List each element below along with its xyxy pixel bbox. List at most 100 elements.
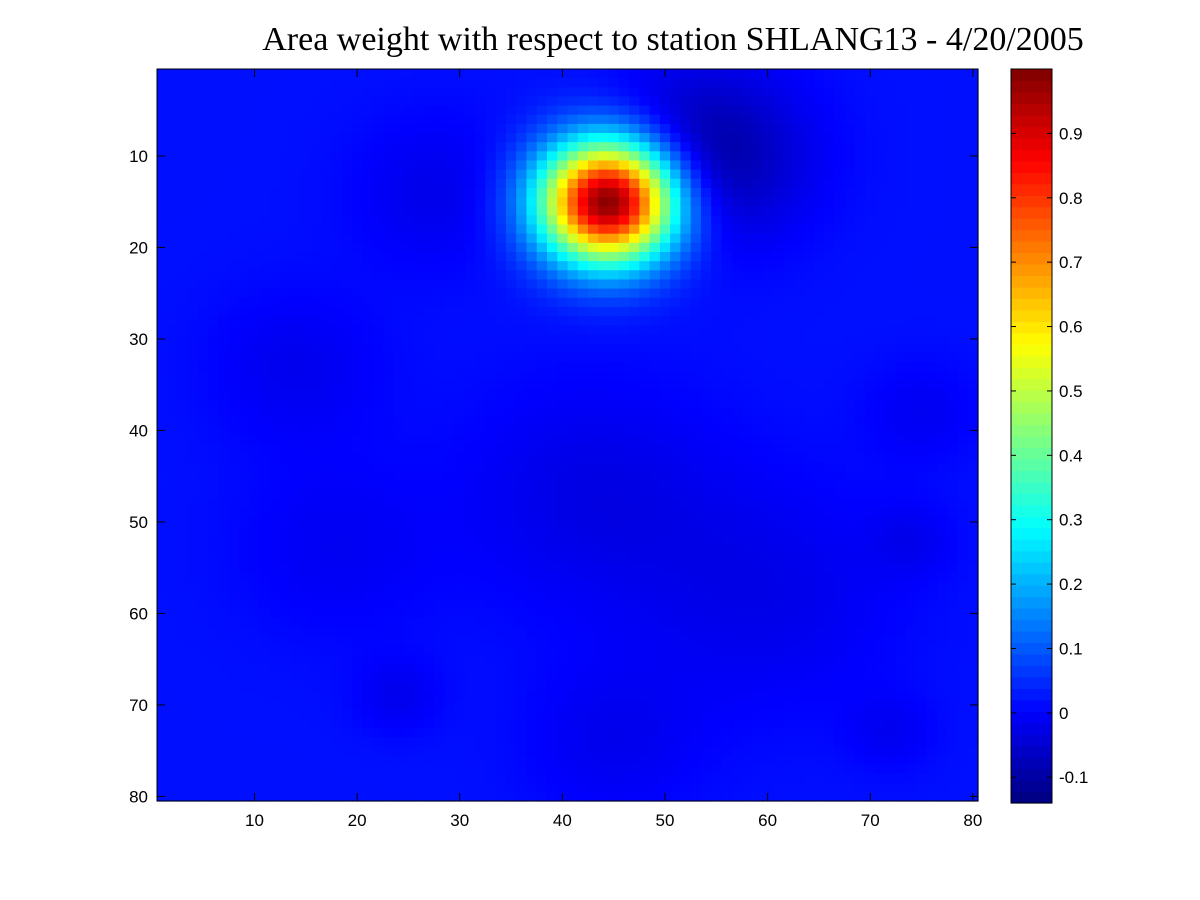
heatmap-cell [885, 361, 897, 372]
heatmap-cell [926, 380, 938, 390]
heatmap-cell [331, 370, 343, 381]
heatmap-cell [187, 398, 199, 409]
heatmap-cell [680, 343, 692, 354]
heatmap-cell [239, 389, 250, 399]
heatmap-cell [403, 489, 415, 500]
heatmap-cell [721, 444, 733, 454]
heatmap-cell [259, 508, 271, 518]
heatmap-cell [875, 389, 887, 399]
heatmap-cell [362, 398, 374, 409]
heatmap-cell [485, 297, 497, 308]
heatmap-cell [228, 316, 240, 326]
heatmap-cell [157, 471, 168, 482]
heatmap-cell [598, 608, 610, 619]
heatmap-cell [187, 361, 199, 372]
heatmap-cell [557, 590, 569, 601]
heatmap-cell [752, 380, 764, 390]
heatmap-cell [967, 526, 979, 537]
heatmap-cell [198, 590, 209, 601]
heatmap-cell [588, 489, 599, 500]
heatmap-cell [177, 261, 189, 271]
heatmap-cell [300, 453, 312, 464]
heatmap-cell [916, 489, 928, 500]
heatmap-cell [505, 508, 517, 518]
heatmap-cell [259, 105, 271, 116]
heatmap-cell [885, 288, 897, 299]
heatmap-cell [454, 87, 466, 98]
heatmap-cell [649, 178, 661, 189]
heatmap-cell [680, 471, 692, 482]
heatmap-cell [198, 407, 209, 418]
heatmap-cell [321, 572, 333, 582]
heatmap-cell [444, 544, 456, 555]
heatmap-cell [239, 563, 250, 573]
heatmap-cell [177, 343, 189, 354]
heatmap-cell [228, 499, 240, 509]
heatmap-cell [331, 142, 343, 152]
heatmap-cell [803, 416, 815, 427]
heatmap-cell [290, 343, 302, 354]
heatmap-cell [803, 572, 815, 582]
heatmap-cell [157, 87, 168, 98]
heatmap-cell [495, 526, 507, 537]
heatmap-cell [351, 233, 363, 244]
heatmap-cell [259, 416, 271, 427]
heatmap-cell [351, 627, 363, 637]
heatmap-cell [721, 343, 733, 354]
heatmap-cell [546, 508, 558, 518]
heatmap-cell [372, 334, 384, 345]
heatmap-cell [208, 608, 220, 619]
heatmap-cell [228, 627, 240, 637]
heatmap-cell [803, 279, 815, 290]
heatmap-cell [854, 535, 866, 546]
heatmap-cell [639, 169, 651, 180]
heatmap-cell [957, 544, 969, 555]
heatmap-cell [690, 544, 702, 555]
heatmap-cell [321, 133, 333, 143]
heatmap-cell [629, 590, 640, 601]
heatmap-cell [249, 416, 261, 427]
heatmap-cell [957, 553, 969, 564]
heatmap-cell [269, 252, 281, 262]
heatmap-cell [680, 142, 692, 152]
heatmap-cell [372, 608, 384, 619]
heatmap-cell [844, 480, 856, 491]
heatmap-cell [731, 297, 743, 308]
heatmap-cell [639, 608, 651, 619]
heatmap-cell [310, 288, 322, 299]
heatmap-cell [362, 197, 374, 207]
heatmap-cell [793, 252, 805, 262]
heatmap-cell [936, 590, 948, 601]
heatmap-cell [372, 471, 384, 482]
heatmap-cell [741, 370, 753, 381]
heatmap-cell [670, 517, 681, 528]
heatmap-cell [618, 599, 630, 610]
heatmap-cell [618, 242, 630, 253]
heatmap-cell [362, 151, 374, 162]
heatmap-cell [741, 425, 753, 436]
heatmap-cell [269, 389, 281, 399]
heatmap-cell [577, 627, 589, 637]
heatmap-cell [803, 78, 815, 88]
heatmap-cell [505, 279, 517, 290]
heatmap-cell [649, 572, 661, 582]
heatmap-cell [187, 608, 199, 619]
heatmap-cell [936, 471, 948, 482]
heatmap-cell [269, 544, 281, 555]
heatmap-cell [536, 306, 548, 317]
heatmap-cell [875, 334, 887, 345]
heatmap-cell [423, 608, 435, 619]
heatmap-cell [413, 334, 425, 345]
heatmap-cell [239, 242, 250, 253]
heatmap-cell [382, 306, 394, 317]
heatmap-cell [659, 361, 671, 372]
heatmap-cell [670, 142, 681, 152]
heatmap-cell [906, 352, 918, 363]
heatmap-cell [259, 389, 271, 399]
heatmap-cell [403, 343, 415, 354]
heatmap-cell [752, 343, 764, 354]
heatmap-cell [331, 599, 343, 610]
heatmap-cell [239, 535, 250, 546]
heatmap-cell [269, 608, 281, 619]
heatmap-cell [731, 96, 743, 107]
